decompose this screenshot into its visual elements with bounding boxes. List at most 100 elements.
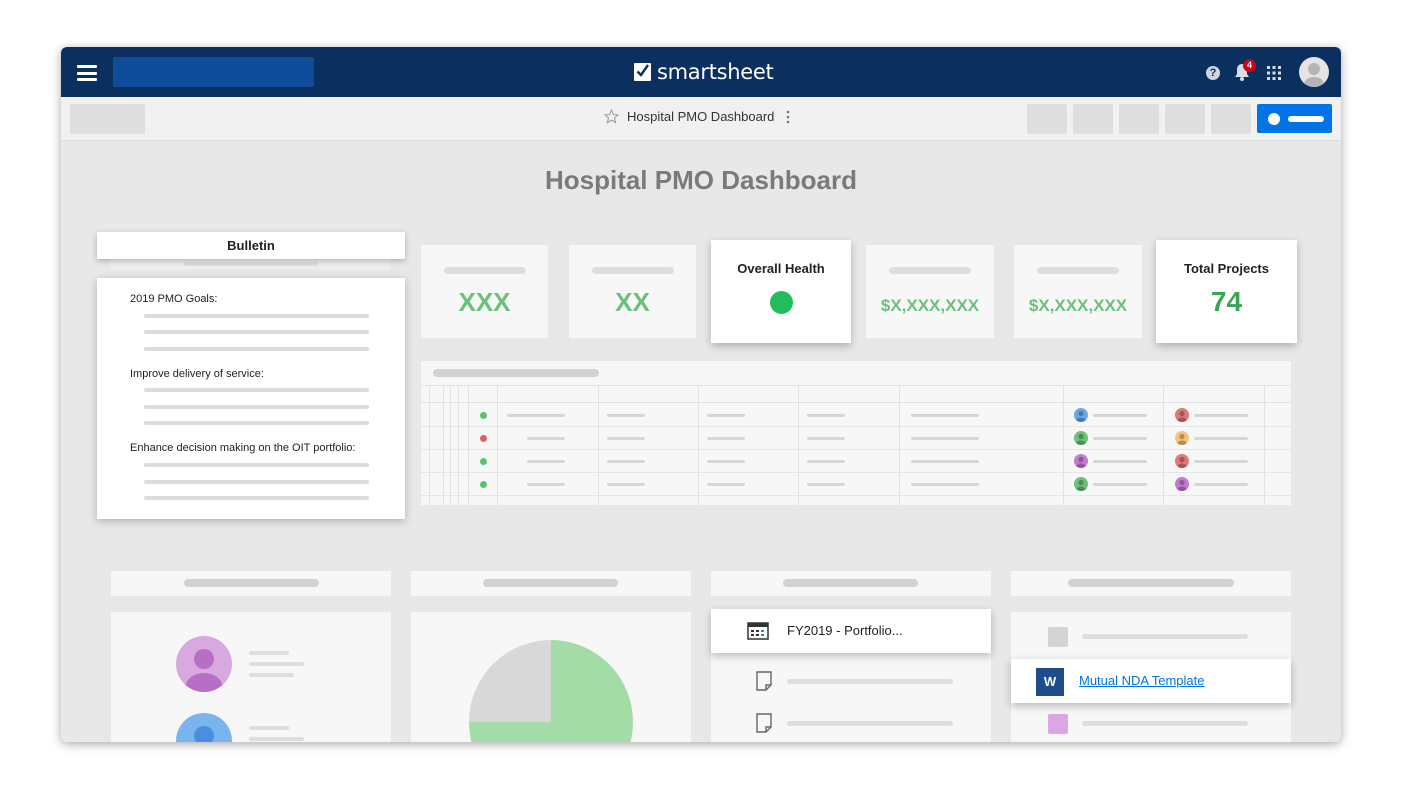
text-placeholder	[144, 347, 369, 351]
file-icon[interactable]	[1048, 714, 1068, 734]
assignee-avatar-icon[interactable]	[1175, 431, 1189, 445]
assignee-avatar-icon[interactable]	[1074, 454, 1088, 468]
health-status-dot	[770, 291, 793, 314]
table-row[interactable]	[421, 427, 1291, 450]
text-placeholder	[144, 463, 369, 467]
toolbar-button-1[interactable]	[1027, 104, 1067, 134]
cell-placeholder	[807, 460, 845, 463]
text-placeholder	[144, 388, 369, 392]
more-options-icon[interactable]	[786, 110, 790, 124]
bulletin-widget: 2019 PMO Goals: Improve delivery of serv…	[97, 278, 405, 519]
assignee-avatar-icon[interactable]	[1175, 408, 1189, 422]
document-icon[interactable]	[756, 671, 772, 691]
widget-header	[711, 571, 991, 596]
dashboard-heading: Hospital PMO Dashboard	[544, 165, 858, 195]
text-placeholder	[144, 330, 369, 334]
top-nav-bar: smartsheet ? 4	[61, 47, 1341, 97]
kpi-card: XXX	[421, 245, 548, 338]
text-placeholder	[144, 421, 369, 425]
row-status-dot	[480, 458, 487, 465]
pie-chart	[469, 640, 633, 742]
search-input[interactable]	[113, 57, 314, 87]
total-projects-label: Total Projects	[1183, 261, 1269, 276]
share-button[interactable]	[1257, 104, 1332, 133]
cell-placeholder	[607, 414, 645, 417]
contact-avatar-icon[interactable]	[176, 713, 232, 742]
cell-placeholder	[807, 414, 845, 417]
pie-chart-widget	[411, 612, 691, 742]
app-launcher-icon[interactable]	[1267, 66, 1281, 80]
bulletin-section-title: 2019 PMO Goals:	[130, 293, 218, 305]
cell-placeholder	[527, 483, 565, 486]
cell-placeholder	[911, 483, 979, 486]
cell-placeholder	[1093, 460, 1147, 463]
cell-placeholder	[707, 414, 745, 417]
cell-placeholder	[911, 460, 979, 463]
notification-badge: 4	[1243, 59, 1256, 72]
cell-placeholder	[807, 483, 845, 486]
table-header-row	[421, 385, 1291, 403]
cell-placeholder	[1194, 483, 1248, 486]
pie-slice	[469, 640, 633, 742]
toolbar-placeholder-button[interactable]	[70, 104, 145, 134]
row-status-dot	[480, 435, 487, 442]
menu-icon[interactable]	[77, 65, 97, 81]
bulletin-section-title: Enhance decision making on the OIT portf…	[130, 442, 356, 454]
table-title-placeholder	[433, 369, 599, 377]
toolbar-button-2[interactable]	[1073, 104, 1113, 134]
word-document-icon: W	[1036, 668, 1064, 696]
cell-placeholder	[707, 437, 745, 440]
user-avatar[interactable]	[1299, 57, 1329, 87]
app-window: smartsheet ? 4 Hospit	[61, 47, 1341, 742]
brand-name: smartsheet	[657, 60, 774, 84]
smartsheet-logo-icon	[634, 63, 651, 81]
cell-placeholder	[607, 460, 645, 463]
kpi-card: $X,XXX,XXX	[1014, 245, 1142, 338]
total-projects-card: Total Projects 74	[1156, 240, 1297, 343]
assignee-avatar-icon[interactable]	[1074, 408, 1088, 422]
report-name[interactable]: FY2019 - Portfolio...	[787, 623, 903, 638]
toolbar-button-4[interactable]	[1165, 104, 1205, 134]
report-link-card[interactable]: FY2019 - Portfolio...	[711, 609, 991, 653]
toolbar-button-5[interactable]	[1211, 104, 1251, 134]
kpi-value: XXX	[458, 287, 511, 317]
widget-header	[1011, 571, 1291, 596]
cell-placeholder	[1194, 437, 1248, 440]
table-row[interactable]	[421, 404, 1291, 427]
text-placeholder	[144, 480, 369, 484]
favorite-star-icon[interactable]	[604, 109, 619, 124]
cell-placeholder	[527, 437, 565, 440]
kpi-value: $X,XXX,XXX	[1028, 296, 1128, 315]
row-status-dot	[480, 412, 487, 419]
assignee-avatar-icon[interactable]	[1175, 477, 1189, 491]
kpi-value: XX	[615, 287, 650, 317]
project-report-table	[421, 361, 1291, 505]
cell-placeholder	[1093, 414, 1147, 417]
cell-placeholder	[707, 460, 745, 463]
help-icon[interactable]: ?	[1206, 66, 1220, 80]
nda-document-card[interactable]: W Mutual NDA Template	[1011, 659, 1291, 703]
cell-placeholder	[911, 414, 979, 417]
contact-avatar-icon[interactable]	[176, 636, 232, 692]
table-row[interactable]	[421, 450, 1291, 473]
kpi-card: $X,XXX,XXX	[866, 245, 994, 338]
dashboard-toolbar: Hospital PMO Dashboard	[61, 97, 1341, 141]
table-row[interactable]	[421, 473, 1291, 496]
total-projects-value: 74	[1210, 286, 1243, 317]
dashboard-title-bar: Hospital PMO Dashboard	[604, 109, 790, 124]
bulletin-section-title: Improve delivery of service:	[130, 368, 264, 380]
file-icon[interactable]	[1048, 627, 1068, 647]
cell-placeholder	[1093, 483, 1147, 486]
nda-template-link[interactable]: Mutual NDA Template	[1079, 673, 1205, 688]
assignee-avatar-icon[interactable]	[1175, 454, 1189, 468]
toolbar-button-3[interactable]	[1119, 104, 1159, 134]
cell-placeholder	[1093, 437, 1147, 440]
assignee-avatar-icon[interactable]	[1074, 431, 1088, 445]
user-avatar-icon	[1304, 63, 1324, 87]
widget-header	[411, 571, 691, 596]
document-icon[interactable]	[756, 713, 772, 733]
row-status-dot	[480, 481, 487, 488]
cell-placeholder	[607, 437, 645, 440]
kpi-card: XX	[569, 245, 696, 338]
assignee-avatar-icon[interactable]	[1074, 477, 1088, 491]
